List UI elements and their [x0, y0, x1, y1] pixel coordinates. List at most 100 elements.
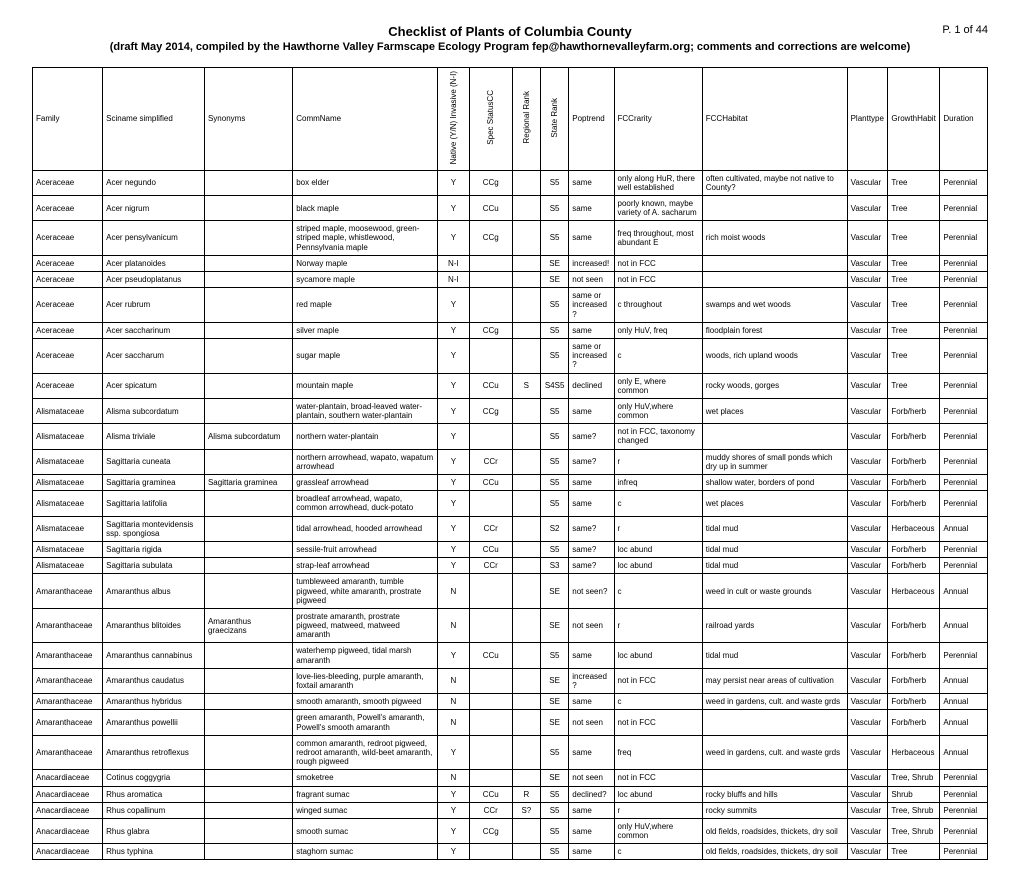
- cell: railroad yards: [702, 608, 847, 643]
- cell: S5: [540, 170, 568, 195]
- cell: S5: [540, 643, 568, 668]
- table-row: AceraceaeAcer pensylvanicumstriped maple…: [33, 221, 988, 256]
- cell: Forb/herb: [888, 491, 940, 516]
- cell: same: [569, 802, 614, 818]
- cell: Acer pensylvanicum: [103, 221, 205, 256]
- cell: Perennial: [940, 844, 988, 860]
- cell: Vascular: [847, 643, 888, 668]
- cell: [702, 272, 847, 288]
- col-11: Planttype: [847, 68, 888, 171]
- cell: winged sumac: [293, 802, 438, 818]
- cell: [512, 255, 540, 271]
- cell: Vascular: [847, 272, 888, 288]
- cell: red maple: [293, 288, 438, 323]
- cell: same: [569, 322, 614, 338]
- cell: Amaranthus caudatus: [103, 668, 205, 693]
- cell: [469, 710, 512, 735]
- page-subtitle: (draft May 2014, compiled by the Hawthor…: [32, 41, 988, 53]
- cell: [204, 221, 292, 256]
- cell: c: [614, 338, 702, 373]
- col-0: Family: [33, 68, 103, 171]
- cell: Vascular: [847, 541, 888, 557]
- cell: [204, 322, 292, 338]
- cell: [512, 710, 540, 735]
- cell: [512, 694, 540, 710]
- cell: [469, 668, 512, 693]
- cell: [512, 541, 540, 557]
- cell: tidal mud: [702, 558, 847, 574]
- cell: Anacardiaceae: [33, 818, 103, 843]
- cell: love-lies-bleeding, purple amaranth, fox…: [293, 668, 438, 693]
- cell: [512, 643, 540, 668]
- cell: [204, 694, 292, 710]
- cell: weed in gardens, cult. and waste grds: [702, 694, 847, 710]
- cell: Y: [438, 735, 470, 770]
- cell: S5: [540, 195, 568, 220]
- cell: Vascular: [847, 373, 888, 398]
- cell: [512, 272, 540, 288]
- cell: [204, 195, 292, 220]
- cell: S5: [540, 786, 568, 802]
- cell: loc abund: [614, 786, 702, 802]
- cell: [512, 608, 540, 643]
- cell: same: [569, 170, 614, 195]
- cell: rich moist woods: [702, 221, 847, 256]
- cell: [204, 844, 292, 860]
- cell: not seen: [569, 272, 614, 288]
- cell: Tree: [888, 170, 940, 195]
- cell: [204, 818, 292, 843]
- cell: [469, 288, 512, 323]
- cell: Perennial: [940, 255, 988, 271]
- cell: Sagittaria graminea: [103, 475, 205, 491]
- cell: SE: [540, 255, 568, 271]
- table-row: AlismataceaeSagittaria latifoliabroadlea…: [33, 491, 988, 516]
- col-4: Native (Y/N) Invasive (N-I): [438, 68, 470, 171]
- cell: S?: [512, 802, 540, 818]
- cell: [512, 668, 540, 693]
- cell: Herbaceous: [888, 516, 940, 541]
- cell: Rhus glabra: [103, 818, 205, 843]
- cell: Aceraceae: [33, 255, 103, 271]
- cell: same?: [569, 449, 614, 474]
- cell: CCu: [469, 643, 512, 668]
- page-number: P. 1 of 44: [942, 24, 988, 36]
- cell: Rhus aromatica: [103, 786, 205, 802]
- cell: Perennial: [940, 195, 988, 220]
- cell: [469, 338, 512, 373]
- cell: Y: [438, 516, 470, 541]
- cell: N: [438, 694, 470, 710]
- cell: Herbaceous: [888, 735, 940, 770]
- cell: SE: [540, 272, 568, 288]
- cell: sessile-fruit arrowhead: [293, 541, 438, 557]
- cell: CCr: [469, 449, 512, 474]
- cell: Sagittaria rigida: [103, 541, 205, 557]
- col-12: GrowthHabit: [888, 68, 940, 171]
- cell: SE: [540, 694, 568, 710]
- cell: Alismataceae: [33, 541, 103, 557]
- cell: Vascular: [847, 818, 888, 843]
- cell: Amaranthus blitoides: [103, 608, 205, 643]
- cell: [204, 786, 292, 802]
- cell: infreq: [614, 475, 702, 491]
- table-row: AnacardiaceaeRhus copallinumwinged sumac…: [33, 802, 988, 818]
- cell: not in FCC: [614, 272, 702, 288]
- cell: Y: [438, 322, 470, 338]
- table-row: AmaranthaceaeAmaranthus albustumbleweed …: [33, 574, 988, 609]
- cell: Tree: [888, 272, 940, 288]
- table-row: AlismataceaeSagittaria subulatastrap-lea…: [33, 558, 988, 574]
- cell: [469, 770, 512, 786]
- cell: [512, 844, 540, 860]
- cell: Y: [438, 643, 470, 668]
- cell: CCu: [469, 373, 512, 398]
- table-row: AceraceaeAcer negundobox elderYCCgS5same…: [33, 170, 988, 195]
- cell: [469, 694, 512, 710]
- cell: Vascular: [847, 558, 888, 574]
- cell: Anacardiaceae: [33, 786, 103, 802]
- cell: weed in cult or waste grounds: [702, 574, 847, 609]
- cell: Vascular: [847, 516, 888, 541]
- cell: Y: [438, 449, 470, 474]
- cell: Tree: [888, 221, 940, 256]
- cell: Perennial: [940, 541, 988, 557]
- cell: Aceraceae: [33, 272, 103, 288]
- cell: Annual: [940, 516, 988, 541]
